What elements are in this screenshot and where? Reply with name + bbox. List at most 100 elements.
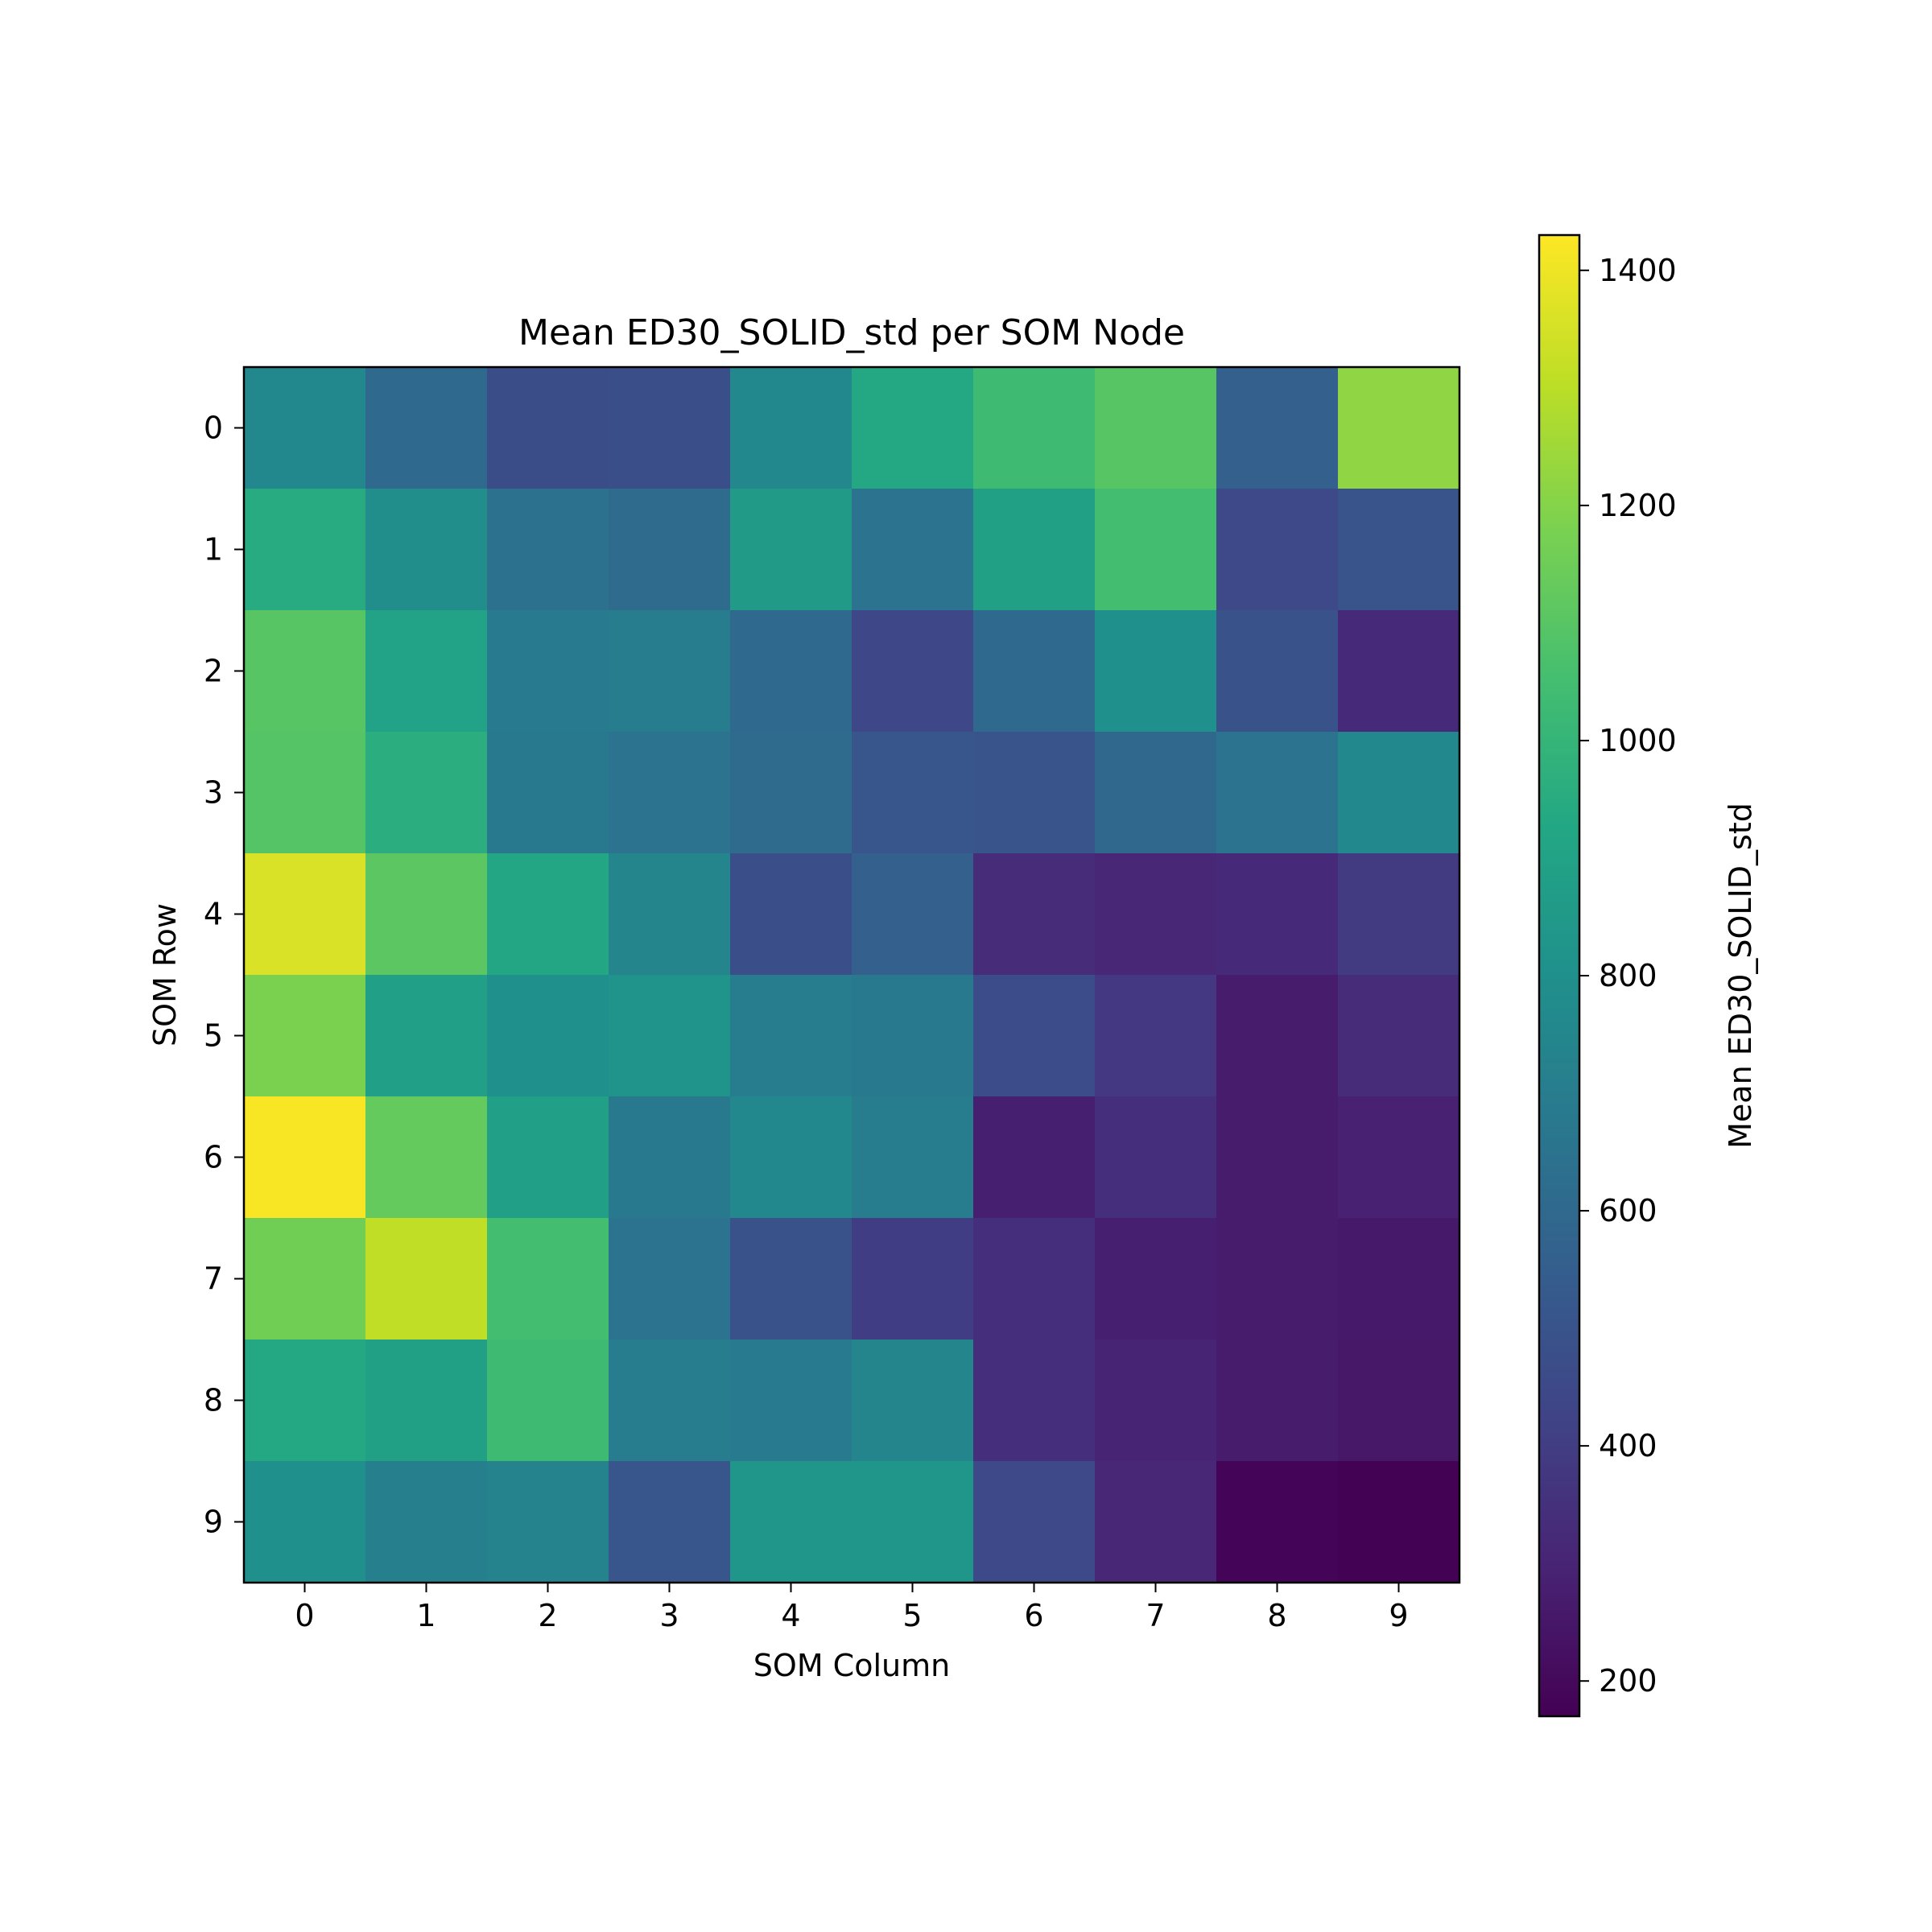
heatmap-cell-r1-c4 xyxy=(730,489,852,611)
heatmap-cell-r0-c2 xyxy=(487,367,609,489)
heatmap-cell-r9-c6 xyxy=(973,1461,1096,1583)
heatmap-cell-r3-c8 xyxy=(1216,732,1339,854)
heatmap-cell-r1-c5 xyxy=(852,489,974,611)
heatmap-cell-r1-c9 xyxy=(1338,489,1460,611)
heatmap-cell-r6-c4 xyxy=(730,1096,852,1219)
heatmap-cell-r3-c1 xyxy=(365,732,488,854)
heatmap-cell-r4-c3 xyxy=(609,853,731,976)
heatmap-cell-r3-c9 xyxy=(1338,732,1460,854)
y-tick-label: 4 xyxy=(204,897,223,932)
heatmap-cell-r8-c4 xyxy=(730,1340,852,1462)
heatmap-cell-r5-c6 xyxy=(973,975,1096,1097)
heatmap-cell-r5-c7 xyxy=(1095,975,1217,1097)
heatmap-cell-r0-c6 xyxy=(973,367,1096,489)
x-tick-label: 1 xyxy=(416,1598,436,1633)
heatmap-cell-r2-c9 xyxy=(1338,610,1460,733)
x-tick-label: 5 xyxy=(902,1598,922,1633)
heatmap-cell-r2-c5 xyxy=(852,610,974,733)
colorbar-gradient xyxy=(1539,235,1579,1716)
heatmap-cell-r1-c8 xyxy=(1216,489,1339,611)
heatmap-cell-r5-c2 xyxy=(487,975,609,1097)
heatmap-cell-r2-c4 xyxy=(730,610,852,733)
heatmap-cell-r5-c8 xyxy=(1216,975,1339,1097)
heatmap-cell-r7-c7 xyxy=(1095,1218,1217,1340)
heatmap-cell-r3-c6 xyxy=(973,732,1096,854)
colorbar-tick-label: 1200 xyxy=(1599,488,1677,523)
x-axis: 0 1 2 3 4 5 6 7 8 9 xyxy=(295,1583,1409,1633)
plot-frame xyxy=(242,365,1461,1584)
heatmap-cell-r0-c8 xyxy=(1216,367,1339,489)
heatmap-cell-r1-c3 xyxy=(609,489,731,611)
heatmap-cells xyxy=(244,367,1460,1583)
heatmap-cell-r6-c8 xyxy=(1216,1096,1339,1219)
heatmap-cell-r8-c8 xyxy=(1216,1340,1339,1462)
heatmap-cell-r8-c1 xyxy=(365,1340,488,1462)
heatmap-cell-r2-c6 xyxy=(973,610,1096,733)
x-tick-label: 8 xyxy=(1267,1598,1286,1633)
heatmap-cell-r0-c5 xyxy=(852,367,974,489)
heatmap-cell-r4-c9 xyxy=(1338,853,1460,976)
heatmap-cell-r0-c0 xyxy=(244,367,366,489)
heatmap-cell-r9-c8 xyxy=(1216,1461,1339,1583)
y-tick-label: 1 xyxy=(204,532,223,568)
heatmap-cell-r1-c6 xyxy=(973,489,1096,611)
heatmap-cell-r9-c7 xyxy=(1095,1461,1217,1583)
heatmap-cell-r0-c4 xyxy=(730,367,852,489)
y-tick-label: 2 xyxy=(204,654,223,689)
heatmap-cell-r2-c3 xyxy=(609,610,731,733)
y-tick-label: 5 xyxy=(204,1018,223,1054)
colorbar-label: Mean ED30_SOLID_std xyxy=(1723,803,1758,1149)
heatmap-cell-r6-c0 xyxy=(244,1096,366,1219)
heatmap-cell-r4-c2 xyxy=(487,853,609,976)
heatmap-cell-r9-c1 xyxy=(365,1461,488,1583)
heatmap-cell-r7-c9 xyxy=(1338,1218,1460,1340)
heatmap-cell-r6-c2 xyxy=(487,1096,609,1219)
heatmap-cell-r8-c6 xyxy=(973,1340,1096,1462)
heatmap-cell-r1-c0 xyxy=(244,489,366,611)
heatmap-cell-r7-c3 xyxy=(609,1218,731,1340)
heatmap-cell-r3-c2 xyxy=(487,732,609,854)
heatmap-cell-r1-c1 xyxy=(365,489,488,611)
x-tick-label: 6 xyxy=(1024,1598,1043,1633)
colorbar-tick-label: 1000 xyxy=(1599,723,1677,758)
heatmap-cell-r6-c1 xyxy=(365,1096,488,1219)
heatmap-cell-r2-c1 xyxy=(365,610,488,733)
heatmap-cell-r8-c7 xyxy=(1095,1340,1217,1462)
y-axis-label: SOM Row xyxy=(147,903,183,1046)
x-axis-label: SOM Column xyxy=(753,1648,950,1683)
heatmap-cell-r2-c8 xyxy=(1216,610,1339,733)
y-axis: 0 1 2 3 4 5 6 7 8 9 xyxy=(204,411,244,1540)
heatmap-cell-r7-c2 xyxy=(487,1218,609,1340)
x-tick-label: 3 xyxy=(659,1598,679,1633)
heatmap-cell-r3-c4 xyxy=(730,732,852,854)
heatmap-cell-r9-c3 xyxy=(609,1461,731,1583)
heatmap-cell-r8-c0 xyxy=(244,1340,366,1462)
heatmap-cell-r3-c0 xyxy=(244,732,366,854)
heatmap-cell-r7-c1 xyxy=(365,1218,488,1340)
colorbar-tick-label: 200 xyxy=(1599,1663,1657,1699)
heatmap-cell-r6-c3 xyxy=(609,1096,731,1219)
heatmap-cell-r7-c5 xyxy=(852,1218,974,1340)
heatmap-cell-r7-c0 xyxy=(244,1218,366,1340)
colorbar-tick-label: 800 xyxy=(1599,958,1657,993)
heatmap-cell-r5-c0 xyxy=(244,975,366,1097)
heatmap-cell-r1-c7 xyxy=(1095,489,1217,611)
heatmap-cell-r7-c4 xyxy=(730,1218,852,1340)
x-tick-label: 7 xyxy=(1146,1598,1165,1633)
heatmap-cell-r0-c9 xyxy=(1338,367,1460,489)
y-tick-label: 6 xyxy=(204,1140,223,1175)
colorbar-tick-label: 600 xyxy=(1599,1193,1657,1228)
heatmap-cell-r6-c5 xyxy=(852,1096,974,1219)
colorbar-tick-label: 400 xyxy=(1599,1428,1657,1463)
heatmap-cell-r1-c2 xyxy=(487,489,609,611)
heatmap-cell-r4-c0 xyxy=(244,853,366,976)
heatmap-cell-r8-c9 xyxy=(1338,1340,1460,1462)
heatmap-cell-r4-c6 xyxy=(973,853,1096,976)
heatmap-cell-r0-c7 xyxy=(1095,367,1217,489)
heatmap-cell-r9-c5 xyxy=(852,1461,974,1583)
y-tick-label: 7 xyxy=(204,1261,223,1297)
chart-title: Mean ED30_SOLID_std per SOM Node xyxy=(518,312,1185,353)
heatmap-cell-r2-c2 xyxy=(487,610,609,733)
y-tick-label: 9 xyxy=(204,1505,223,1540)
